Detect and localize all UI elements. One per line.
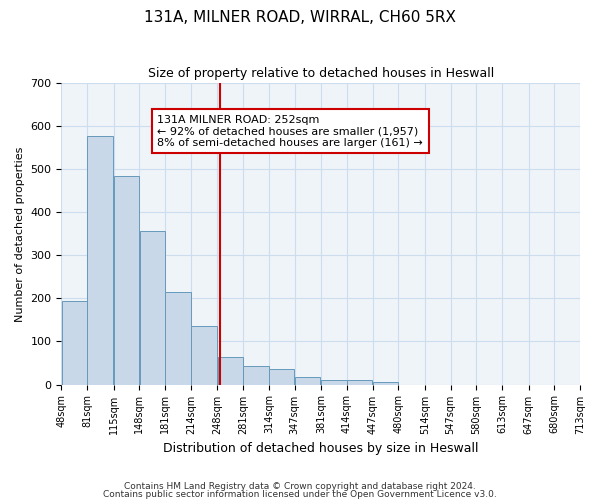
- X-axis label: Distribution of detached houses by size in Heswall: Distribution of detached houses by size …: [163, 442, 478, 455]
- Bar: [191, 326, 217, 384]
- Title: Size of property relative to detached houses in Heswall: Size of property relative to detached ho…: [148, 68, 494, 80]
- Bar: [218, 358, 243, 384]
- Text: Contains public sector information licensed under the Open Government Licence v3: Contains public sector information licen…: [103, 490, 497, 499]
- Bar: [88, 136, 113, 384]
- Bar: [62, 302, 87, 384]
- Bar: [321, 380, 347, 384]
- Text: 131A MILNER ROAD: 252sqm
← 92% of detached houses are smaller (1,957)
8% of semi: 131A MILNER ROAD: 252sqm ← 92% of detach…: [157, 114, 423, 148]
- Bar: [244, 366, 269, 384]
- Text: 131A, MILNER ROAD, WIRRAL, CH60 5RX: 131A, MILNER ROAD, WIRRAL, CH60 5RX: [144, 10, 456, 25]
- Bar: [347, 380, 373, 384]
- Bar: [114, 176, 139, 384]
- Bar: [373, 382, 398, 384]
- Y-axis label: Number of detached properties: Number of detached properties: [15, 146, 25, 322]
- Bar: [140, 231, 165, 384]
- Text: Contains HM Land Registry data © Crown copyright and database right 2024.: Contains HM Land Registry data © Crown c…: [124, 482, 476, 491]
- Bar: [295, 377, 320, 384]
- Bar: [166, 292, 191, 384]
- Bar: [269, 370, 295, 384]
